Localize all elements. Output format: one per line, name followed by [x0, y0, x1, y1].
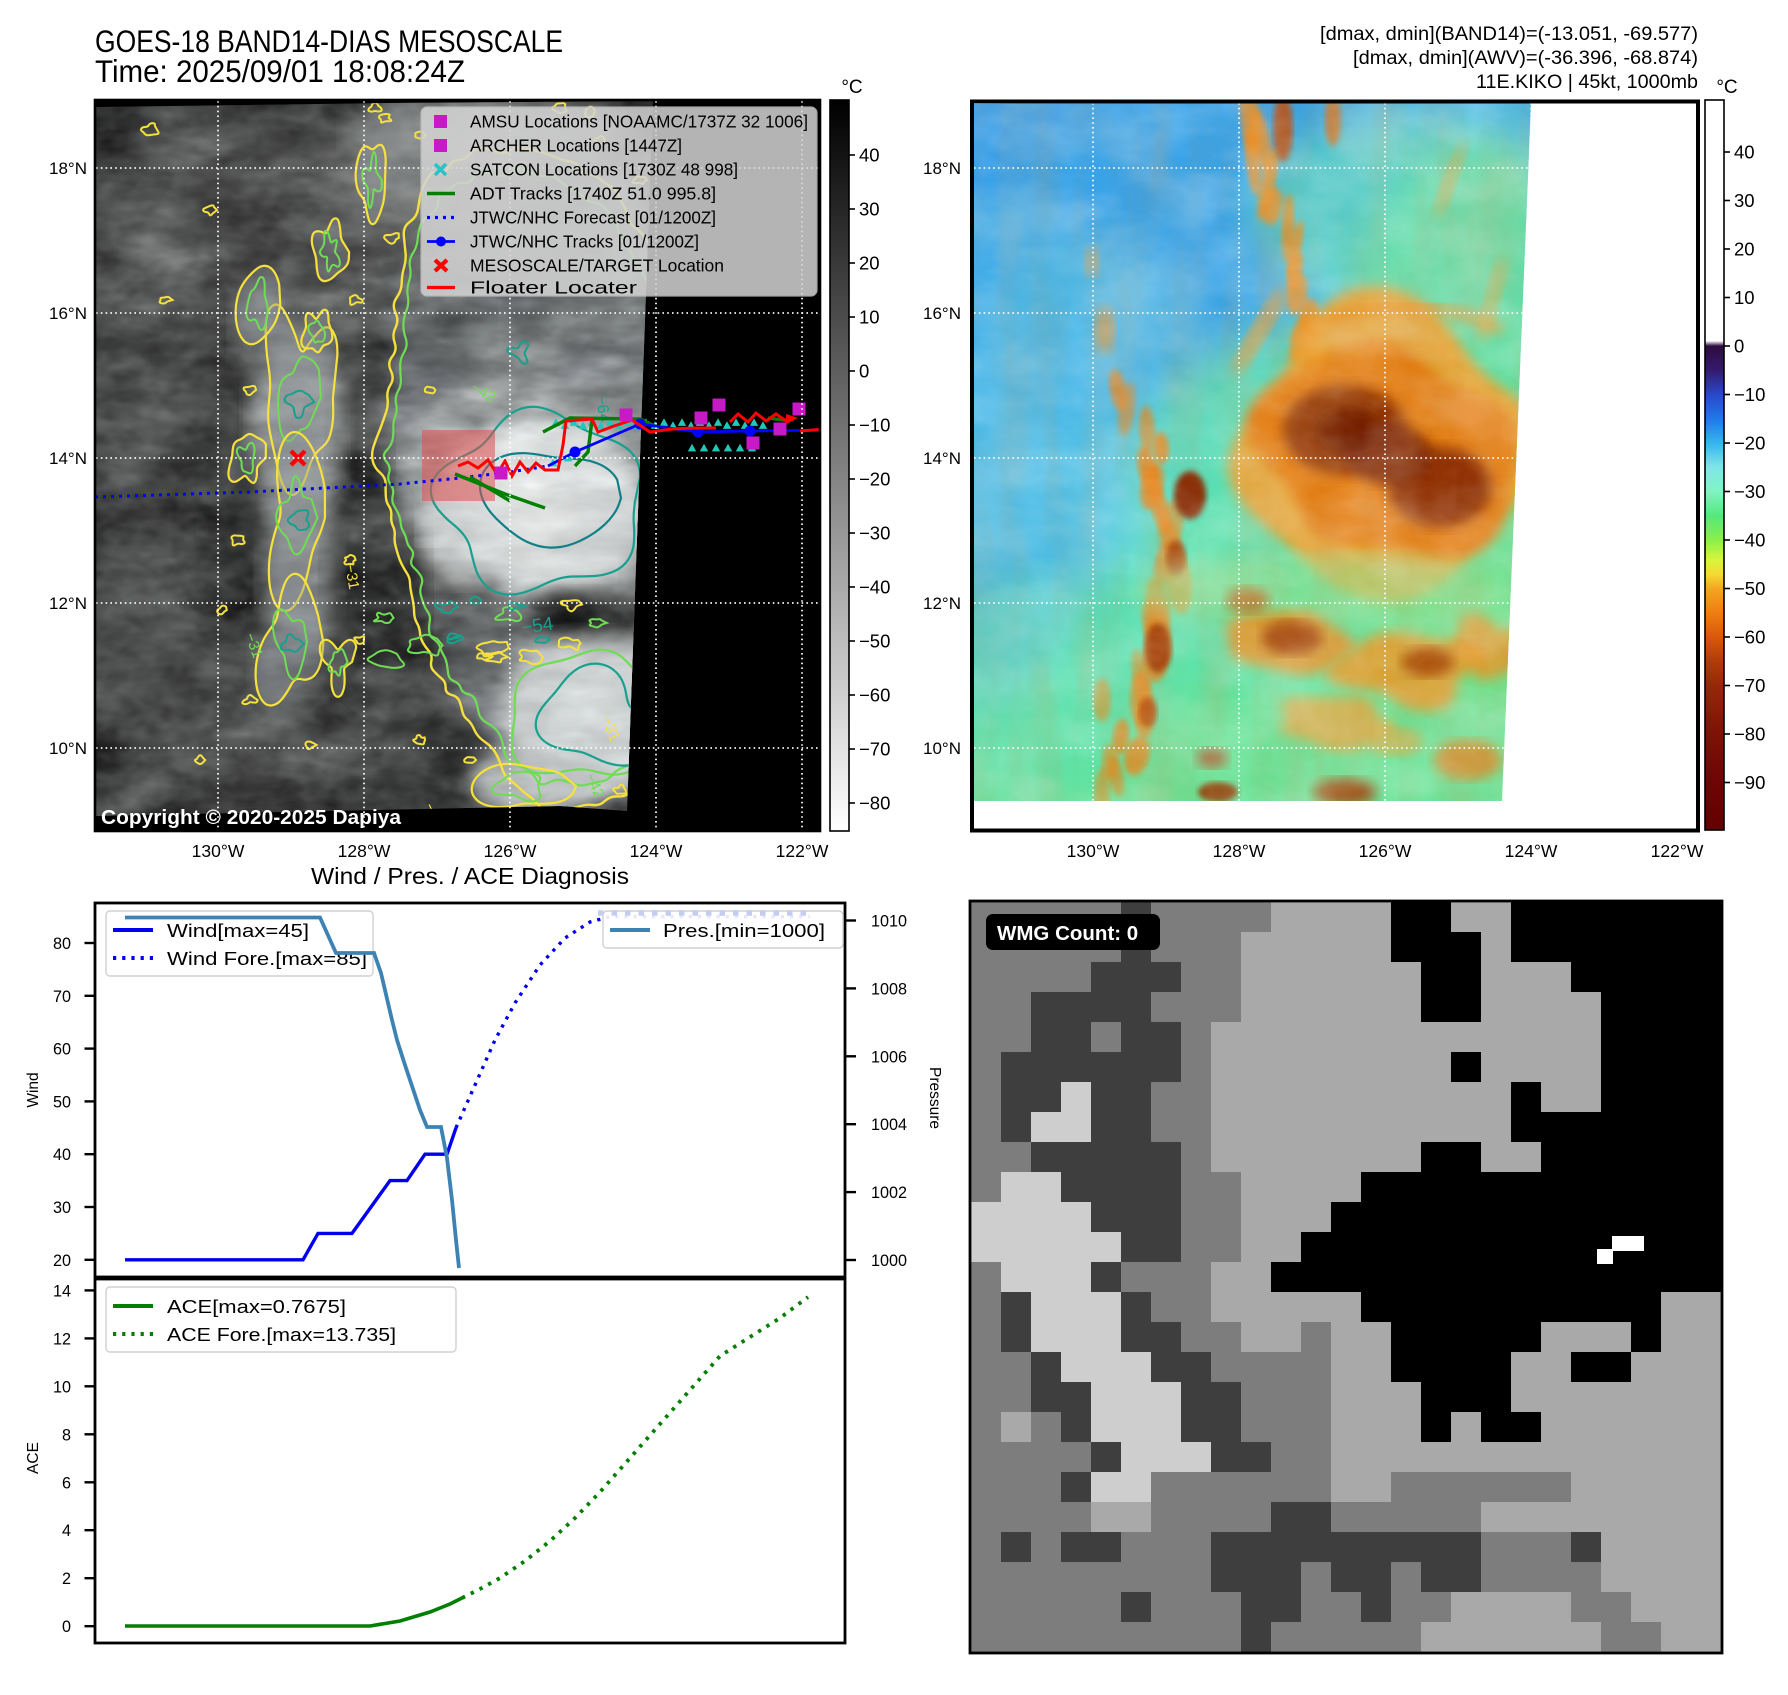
svg-text:−31: −31 — [341, 563, 362, 591]
svg-text:Floater Locater: Floater Locater — [470, 278, 637, 298]
svg-text:80: 80 — [53, 935, 71, 953]
svg-text:122°W: 122°W — [1651, 841, 1704, 861]
svg-text:1002: 1002 — [871, 1184, 907, 1202]
svg-text:14°N: 14°N — [923, 449, 961, 468]
svg-text:ACE[max=0.7675]: ACE[max=0.7675] — [167, 1296, 346, 1317]
svg-text:1010: 1010 — [871, 913, 907, 931]
svg-text:18°N: 18°N — [923, 159, 961, 178]
svg-text:18°N: 18°N — [49, 159, 87, 178]
svg-text:AMSU Locations [NOAAMC/1737Z 3: AMSU Locations [NOAAMC/1737Z 32 1006] — [470, 112, 808, 132]
svg-text:40: 40 — [1734, 142, 1755, 163]
svg-text:Wind Fore.[max=85]: Wind Fore.[max=85] — [167, 948, 367, 969]
svg-text:124°W: 124°W — [630, 841, 683, 861]
svg-text:−20: −20 — [1734, 433, 1765, 454]
svg-text:60: 60 — [53, 1041, 71, 1059]
svg-text:10: 10 — [1734, 287, 1755, 308]
svg-text:−70: −70 — [1734, 675, 1765, 696]
svg-text:−10: −10 — [859, 415, 890, 436]
svg-text:−54: −54 — [520, 614, 555, 639]
svg-text:Pres.[min=1000]: Pres.[min=1000] — [663, 920, 825, 941]
svg-text:20: 20 — [53, 1252, 71, 1270]
svg-text:126°W: 126°W — [484, 841, 537, 861]
svg-text:ARCHER Locations [1447Z]: ARCHER Locations [1447Z] — [470, 136, 682, 156]
svg-text:10°N: 10°N — [923, 739, 961, 758]
svg-text:−10: −10 — [1734, 384, 1765, 405]
svg-text:−70: −70 — [859, 739, 890, 760]
svg-text:Pressure: Pressure — [926, 1067, 943, 1129]
svg-text:14°N: 14°N — [49, 449, 87, 468]
svg-text:ADT Tracks [1740Z 51.0 995.8]: ADT Tracks [1740Z 51.0 995.8] — [470, 184, 716, 204]
svg-text:12°N: 12°N — [923, 594, 961, 613]
svg-text:0: 0 — [859, 361, 869, 382]
svg-text:Time: 2025/09/01 18:08:24Z: Time: 2025/09/01 18:08:24Z — [95, 53, 465, 89]
svg-text:12°N: 12°N — [49, 594, 87, 613]
svg-text:30: 30 — [53, 1199, 71, 1217]
svg-text:1006: 1006 — [871, 1048, 907, 1066]
svg-text:1000: 1000 — [871, 1252, 907, 1270]
svg-text:0: 0 — [1734, 336, 1744, 357]
svg-text:−40: −40 — [859, 577, 890, 598]
svg-text:10: 10 — [859, 307, 880, 328]
svg-text:130°W: 130°W — [1067, 841, 1120, 861]
svg-text:−64: −64 — [592, 394, 613, 423]
svg-text:MESOSCALE/TARGET Location: MESOSCALE/TARGET Location — [470, 256, 724, 276]
svg-text:Wind: Wind — [25, 1072, 42, 1107]
svg-text:30: 30 — [1734, 190, 1755, 211]
svg-text:−20: −20 — [859, 469, 890, 490]
svg-text:JTWC/NHC Forecast [01/1200Z]: JTWC/NHC Forecast [01/1200Z] — [470, 208, 716, 228]
svg-text:14: 14 — [53, 1282, 71, 1300]
svg-text:[dmax, dmin](BAND14)=(-13.051,: [dmax, dmin](BAND14)=(-13.051, -69.577) — [1320, 24, 1698, 45]
svg-text:ACE Fore.[max=13.735]: ACE Fore.[max=13.735] — [167, 1324, 396, 1345]
svg-text:−40: −40 — [1734, 530, 1765, 551]
svg-text:11E.KIKO | 45kt, 1000mb: 11E.KIKO | 45kt, 1000mb — [1476, 72, 1698, 93]
svg-text:20: 20 — [859, 253, 880, 274]
svg-text:8: 8 — [62, 1426, 71, 1444]
svg-text:−50: −50 — [859, 631, 890, 652]
svg-text:4: 4 — [62, 1522, 71, 1540]
svg-text:Wind[max=45]: Wind[max=45] — [167, 920, 309, 941]
svg-text:GOES-18 BAND14-DIAS MESOSCALE: GOES-18 BAND14-DIAS MESOSCALE — [95, 23, 563, 59]
svg-text:−60: −60 — [1734, 627, 1765, 648]
svg-text:6: 6 — [62, 1474, 71, 1492]
svg-text:16°N: 16°N — [923, 304, 961, 323]
svg-text:20: 20 — [1734, 239, 1755, 260]
svg-text:−90: −90 — [1734, 772, 1765, 793]
svg-text:12: 12 — [53, 1330, 71, 1348]
svg-text:°C: °C — [1716, 77, 1737, 98]
svg-text:°C: °C — [841, 77, 862, 98]
svg-text:Wind / Pres. / ACE Diagnosis: Wind / Pres. / ACE Diagnosis — [311, 863, 629, 889]
svg-text:−60: −60 — [859, 685, 890, 706]
svg-text:122°W: 122°W — [776, 841, 829, 861]
svg-text:126°W: 126°W — [1359, 841, 1412, 861]
svg-text:16°N: 16°N — [49, 304, 87, 323]
svg-text:−80: −80 — [859, 793, 890, 814]
svg-text:JTWC/NHC Tracks [01/1200Z]: JTWC/NHC Tracks [01/1200Z] — [470, 232, 699, 252]
svg-text:30: 30 — [859, 199, 880, 220]
svg-text:2: 2 — [62, 1570, 71, 1588]
svg-text:WMG Count: 0: WMG Count: 0 — [997, 922, 1138, 945]
svg-text:40: 40 — [53, 1146, 71, 1164]
svg-text:1004: 1004 — [871, 1116, 907, 1134]
svg-text:Copyright © 2020-2025 Dapiya: Copyright © 2020-2025 Dapiya — [101, 806, 402, 829]
svg-text:128°W: 128°W — [1213, 841, 1266, 861]
svg-text:0: 0 — [62, 1618, 71, 1636]
svg-text:1008: 1008 — [871, 980, 907, 998]
svg-text:−30: −30 — [1734, 481, 1765, 502]
svg-text:10: 10 — [53, 1378, 71, 1396]
svg-text:10°N: 10°N — [49, 739, 87, 758]
svg-text:−30: −30 — [859, 523, 890, 544]
svg-text:ACE: ACE — [25, 1442, 42, 1474]
svg-text:50: 50 — [53, 1093, 71, 1111]
svg-text:70: 70 — [53, 988, 71, 1006]
svg-text:128°W: 128°W — [338, 841, 391, 861]
svg-text:[dmax, dmin](AWV)=(-36.396, -6: [dmax, dmin](AWV)=(-36.396, -68.874) — [1353, 48, 1698, 69]
svg-text:130°W: 130°W — [192, 841, 245, 861]
svg-text:−80: −80 — [1734, 724, 1765, 745]
svg-text:−50: −50 — [1734, 578, 1765, 599]
svg-text:124°W: 124°W — [1505, 841, 1558, 861]
svg-text:40: 40 — [859, 145, 880, 166]
svg-text:SATCON Locations [1730Z 48 998: SATCON Locations [1730Z 48 998] — [470, 160, 738, 180]
